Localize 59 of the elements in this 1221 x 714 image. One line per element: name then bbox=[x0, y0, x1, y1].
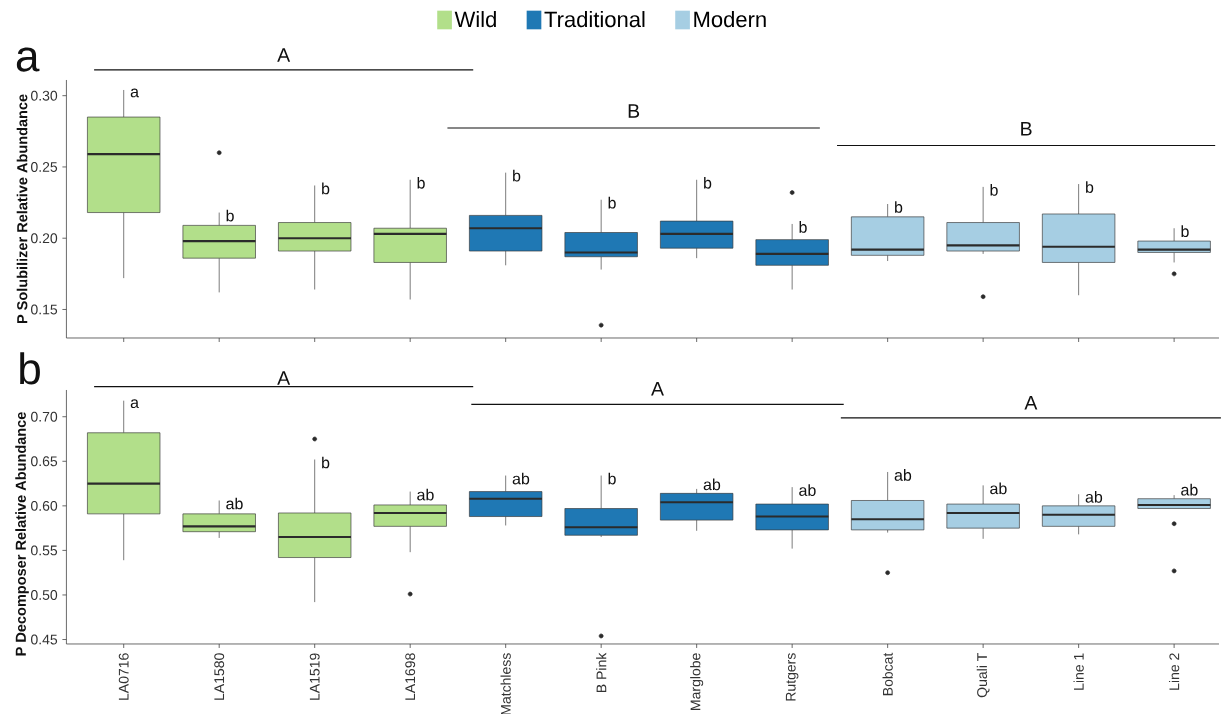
annotation: ab bbox=[417, 488, 434, 501]
text: A bbox=[277, 48, 291, 62]
annotation: b bbox=[513, 169, 521, 182]
y-tick-label: 0.60 bbox=[31, 500, 58, 511]
x-tick-label: Line 1 bbox=[1073, 653, 1084, 690]
annotation: b bbox=[1086, 181, 1094, 193]
y-tick-label: 0.20 bbox=[31, 233, 58, 244]
annotation: ab bbox=[894, 469, 912, 481]
y-axis-title: P Decomposer Relative Abundance bbox=[15, 412, 29, 656]
x-tick-label: Quali T bbox=[976, 653, 990, 698]
x-tick-label: Matchless bbox=[500, 653, 511, 714]
legend-label: Modern bbox=[694, 11, 766, 28]
y-tick-label: 0.15 bbox=[31, 304, 58, 315]
annotation: A bbox=[1024, 395, 1038, 410]
x-tick-label: LA1519 bbox=[309, 653, 320, 700]
annotation: ab bbox=[990, 482, 1007, 495]
annotation: ab bbox=[1085, 490, 1103, 503]
annotation: ab bbox=[703, 478, 721, 491]
annotation: b bbox=[322, 456, 330, 469]
annotation: B bbox=[1021, 122, 1032, 136]
annotation: B bbox=[628, 104, 640, 118]
y-tick-label: 0.45 bbox=[31, 634, 58, 645]
y-tick-label: 0.25 bbox=[31, 161, 58, 172]
annotation: ab bbox=[512, 472, 530, 485]
y-tick-label: 0.30 bbox=[31, 90, 58, 101]
x-tick-label: LA1580 bbox=[214, 653, 225, 700]
x-tick-label: B Pink bbox=[596, 652, 607, 692]
y-tick-label: 0.70 bbox=[31, 411, 58, 422]
chart-title: b bbox=[20, 352, 40, 385]
x-tick-label: LA0716 bbox=[118, 653, 129, 700]
annotation: b bbox=[704, 176, 712, 189]
legend-label: Wild bbox=[454, 11, 496, 28]
x-tick-label: Bobcat bbox=[882, 652, 893, 696]
y-tick-label: 0.55 bbox=[31, 545, 58, 556]
annotation: b bbox=[895, 201, 903, 213]
chart-title: a bbox=[16, 47, 40, 72]
annotation: b bbox=[990, 184, 998, 196]
annotation: ab bbox=[799, 484, 816, 496]
annotation: b bbox=[608, 196, 616, 209]
x-tick-label: Rutgers bbox=[785, 653, 799, 701]
x-tick-label: Marglobe bbox=[690, 653, 704, 710]
text: A bbox=[277, 371, 291, 385]
y-tick-label: 0.65 bbox=[31, 456, 58, 467]
annotation: ab bbox=[226, 497, 243, 510]
y-axis-title: P Solubilizer Relative Abundance bbox=[16, 94, 28, 324]
y-tick-label: 0.50 bbox=[31, 590, 58, 600]
legend-label: Traditional bbox=[544, 11, 645, 28]
annotation: b bbox=[226, 209, 234, 222]
annotation: a bbox=[130, 88, 139, 98]
annotation: b bbox=[608, 472, 616, 485]
x-tick-label: LA1698 bbox=[405, 653, 416, 700]
annotation: b bbox=[1181, 225, 1189, 238]
annotation: ab bbox=[1181, 483, 1198, 496]
annotation: A bbox=[651, 382, 664, 396]
annotation: b bbox=[417, 176, 425, 189]
annotation: b bbox=[322, 182, 330, 195]
annotation: a bbox=[130, 399, 139, 409]
x-tick-label: Line 2 bbox=[1168, 653, 1180, 690]
annotation: b bbox=[799, 221, 807, 233]
